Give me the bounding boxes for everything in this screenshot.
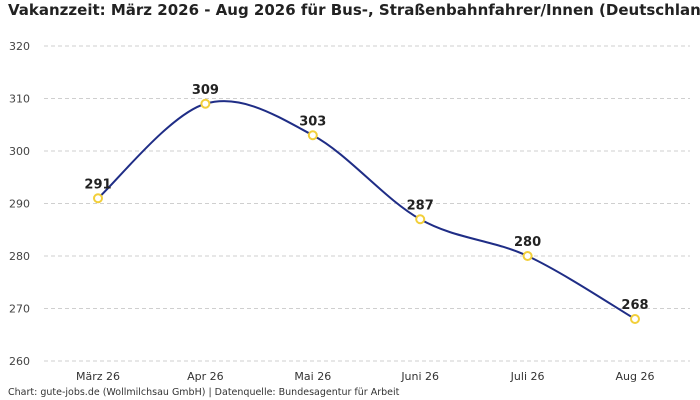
data-label: 303 xyxy=(299,114,326,129)
series-line-layer xyxy=(97,100,636,320)
data-labels: 291 309 303 287 280 268 xyxy=(84,83,648,313)
x-axis-ticks: März 26 Apr 26 Mai 26 Juni 26 Juli 26 Aug 26 xyxy=(76,370,655,383)
y-tick-label: 320 xyxy=(9,40,30,53)
x-tick-label: Aug 26 xyxy=(616,370,655,383)
x-tick-label: Mai 26 xyxy=(294,370,331,383)
grid-layer xyxy=(44,45,690,362)
y-tick-label: 260 xyxy=(9,355,30,368)
data-label: 287 xyxy=(407,198,434,213)
data-points xyxy=(93,98,640,324)
x-tick-label: Juni 26 xyxy=(400,370,439,383)
data-point xyxy=(630,314,640,324)
y-tick-label: 280 xyxy=(9,250,30,263)
x-tick-label: Apr 26 xyxy=(187,370,224,383)
y-tick-label: 270 xyxy=(9,303,30,316)
x-tick-label: Juli 26 xyxy=(510,370,545,383)
data-label: 268 xyxy=(621,298,648,313)
data-point xyxy=(200,98,211,109)
data-point xyxy=(307,130,318,141)
chart-source-footer: Chart: gute-jobs.de (Wollmilchsau GmbH) … xyxy=(8,387,400,398)
data-label: 291 xyxy=(84,177,111,192)
data-label: 280 xyxy=(514,235,541,250)
y-tick-label: 300 xyxy=(9,145,30,158)
y-tick-label: 310 xyxy=(9,93,30,106)
data-point xyxy=(415,214,426,225)
data-label: 309 xyxy=(192,83,219,98)
y-axis-ticks: 260 270 280 290 300 310 320 xyxy=(9,40,30,368)
y-tick-label: 290 xyxy=(9,198,30,211)
chart-title: Vakanzzeit: März 2026 - Aug 2026 für Bus… xyxy=(8,1,700,19)
x-tick-label: März 26 xyxy=(76,370,120,383)
data-point xyxy=(522,251,533,261)
data-point xyxy=(93,193,103,204)
series-line xyxy=(97,100,636,320)
